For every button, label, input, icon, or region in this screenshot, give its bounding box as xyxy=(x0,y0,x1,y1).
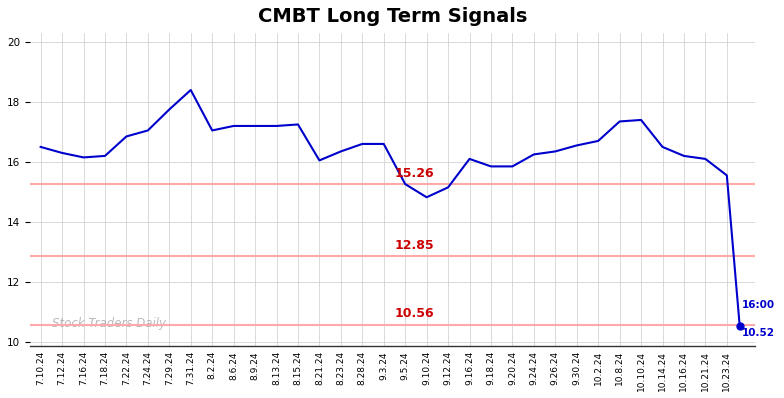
Text: 16:00: 16:00 xyxy=(742,300,775,310)
Text: 10.56: 10.56 xyxy=(394,307,434,320)
Title: CMBT Long Term Signals: CMBT Long Term Signals xyxy=(258,7,527,26)
Text: Stock Traders Daily: Stock Traders Daily xyxy=(52,318,165,330)
Text: 15.26: 15.26 xyxy=(394,167,434,179)
Text: 12.85: 12.85 xyxy=(394,239,434,252)
Text: 10.52: 10.52 xyxy=(742,328,775,338)
